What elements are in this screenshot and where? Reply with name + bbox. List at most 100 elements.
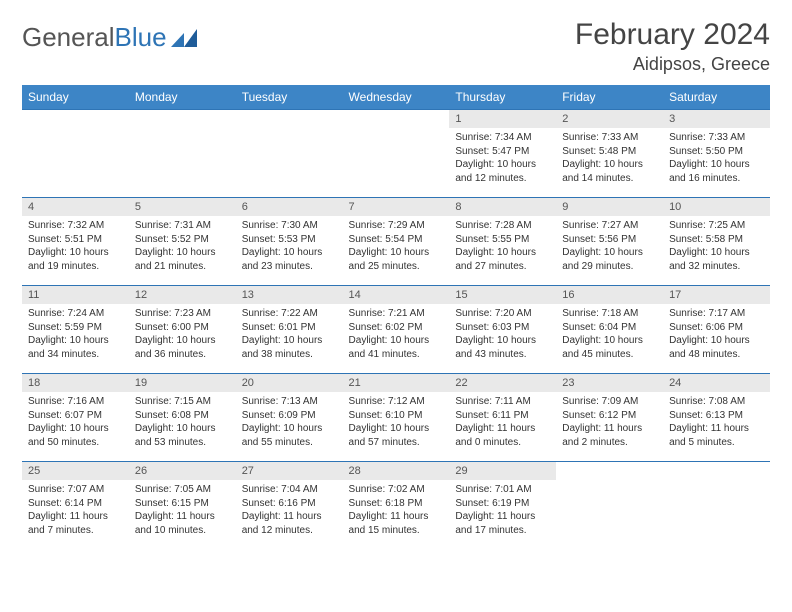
day-day1: Daylight: 10 hours [669, 246, 764, 260]
day-day1: Daylight: 10 hours [28, 246, 123, 260]
day-details: Sunrise: 7:27 AMSunset: 5:56 PMDaylight:… [556, 216, 663, 277]
day-details: Sunrise: 7:23 AMSunset: 6:00 PMDaylight:… [129, 304, 236, 365]
day-sunrise: Sunrise: 7:28 AM [455, 219, 550, 233]
day-details: Sunrise: 7:20 AMSunset: 6:03 PMDaylight:… [449, 304, 556, 365]
day-day2: and 23 minutes. [242, 260, 337, 274]
day-sunset: Sunset: 5:53 PM [242, 233, 337, 247]
logo-icon [171, 29, 197, 47]
day-details: Sunrise: 7:04 AMSunset: 6:16 PMDaylight:… [236, 480, 343, 541]
day-number: 28 [343, 462, 450, 480]
day-details: Sunrise: 7:02 AMSunset: 6:18 PMDaylight:… [343, 480, 450, 541]
day-details: Sunrise: 7:17 AMSunset: 6:06 PMDaylight:… [663, 304, 770, 365]
day-details: Sunrise: 7:16 AMSunset: 6:07 PMDaylight:… [22, 392, 129, 453]
day-day2: and 2 minutes. [562, 436, 657, 450]
day-sunset: Sunset: 6:02 PM [349, 321, 444, 335]
day-sunset: Sunset: 6:03 PM [455, 321, 550, 335]
calendar-day-cell: 14Sunrise: 7:21 AMSunset: 6:02 PMDayligh… [343, 286, 450, 374]
day-sunrise: Sunrise: 7:13 AM [242, 395, 337, 409]
calendar-day-cell: 20Sunrise: 7:13 AMSunset: 6:09 PMDayligh… [236, 374, 343, 462]
day-number: 18 [22, 374, 129, 392]
day-number: 24 [663, 374, 770, 392]
calendar-day-cell: 1Sunrise: 7:34 AMSunset: 5:47 PMDaylight… [449, 110, 556, 198]
day-number: 21 [343, 374, 450, 392]
day-sunrise: Sunrise: 7:09 AM [562, 395, 657, 409]
day-day2: and 32 minutes. [669, 260, 764, 274]
calendar-day-cell: 11Sunrise: 7:24 AMSunset: 5:59 PMDayligh… [22, 286, 129, 374]
day-day1: Daylight: 10 hours [349, 334, 444, 348]
day-sunrise: Sunrise: 7:25 AM [669, 219, 764, 233]
day-number: 27 [236, 462, 343, 480]
day-day2: and 34 minutes. [28, 348, 123, 362]
day-day2: and 0 minutes. [455, 436, 550, 450]
day-sunset: Sunset: 6:09 PM [242, 409, 337, 423]
day-sunrise: Sunrise: 7:11 AM [455, 395, 550, 409]
day-sunset: Sunset: 5:59 PM [28, 321, 123, 335]
day-details: Sunrise: 7:34 AMSunset: 5:47 PMDaylight:… [449, 128, 556, 189]
day-sunset: Sunset: 6:04 PM [562, 321, 657, 335]
calendar-day-cell: 18Sunrise: 7:16 AMSunset: 6:07 PMDayligh… [22, 374, 129, 462]
day-details: Sunrise: 7:05 AMSunset: 6:15 PMDaylight:… [129, 480, 236, 541]
weekday-header: Saturday [663, 85, 770, 110]
calendar-day-cell: 21Sunrise: 7:12 AMSunset: 6:10 PMDayligh… [343, 374, 450, 462]
day-sunset: Sunset: 5:47 PM [455, 145, 550, 159]
day-sunrise: Sunrise: 7:32 AM [28, 219, 123, 233]
day-sunrise: Sunrise: 7:18 AM [562, 307, 657, 321]
calendar-day-cell: 29Sunrise: 7:01 AMSunset: 6:19 PMDayligh… [449, 462, 556, 550]
day-day1: Daylight: 10 hours [562, 246, 657, 260]
page-subtitle: Aidipsos, Greece [575, 54, 770, 75]
day-number: 20 [236, 374, 343, 392]
day-number: 3 [663, 110, 770, 128]
calendar-day-cell: 2Sunrise: 7:33 AMSunset: 5:48 PMDaylight… [556, 110, 663, 198]
day-day1: Daylight: 11 hours [455, 422, 550, 436]
day-day1: Daylight: 11 hours [669, 422, 764, 436]
day-day2: and 43 minutes. [455, 348, 550, 362]
day-sunset: Sunset: 6:12 PM [562, 409, 657, 423]
day-sunset: Sunset: 6:11 PM [455, 409, 550, 423]
calendar-day-cell: 19Sunrise: 7:15 AMSunset: 6:08 PMDayligh… [129, 374, 236, 462]
day-sunrise: Sunrise: 7:20 AM [455, 307, 550, 321]
day-sunset: Sunset: 5:48 PM [562, 145, 657, 159]
day-number: 10 [663, 198, 770, 216]
calendar-week: 1Sunrise: 7:34 AMSunset: 5:47 PMDaylight… [22, 110, 770, 198]
day-sunrise: Sunrise: 7:31 AM [135, 219, 230, 233]
page-title: February 2024 [575, 18, 770, 52]
day-number: 4 [22, 198, 129, 216]
day-day2: and 19 minutes. [28, 260, 123, 274]
day-sunrise: Sunrise: 7:05 AM [135, 483, 230, 497]
weekday-header: Thursday [449, 85, 556, 110]
day-details: Sunrise: 7:18 AMSunset: 6:04 PMDaylight:… [556, 304, 663, 365]
calendar-day-cell: 3Sunrise: 7:33 AMSunset: 5:50 PMDaylight… [663, 110, 770, 198]
day-details: Sunrise: 7:07 AMSunset: 6:14 PMDaylight:… [22, 480, 129, 541]
day-number: 13 [236, 286, 343, 304]
day-day1: Daylight: 10 hours [135, 422, 230, 436]
day-day2: and 41 minutes. [349, 348, 444, 362]
day-day2: and 27 minutes. [455, 260, 550, 274]
calendar-day-cell: 5Sunrise: 7:31 AMSunset: 5:52 PMDaylight… [129, 198, 236, 286]
day-number: 8 [449, 198, 556, 216]
header: GeneralBlue February 2024 Aidipsos, Gree… [22, 18, 770, 75]
calendar-day-cell: 9Sunrise: 7:27 AMSunset: 5:56 PMDaylight… [556, 198, 663, 286]
day-number: 1 [449, 110, 556, 128]
day-sunrise: Sunrise: 7:07 AM [28, 483, 123, 497]
day-day1: Daylight: 11 hours [349, 510, 444, 524]
day-sunrise: Sunrise: 7:04 AM [242, 483, 337, 497]
day-day1: Daylight: 10 hours [349, 422, 444, 436]
calendar-day-cell: 15Sunrise: 7:20 AMSunset: 6:03 PMDayligh… [449, 286, 556, 374]
day-day2: and 7 minutes. [28, 524, 123, 538]
day-details: Sunrise: 7:25 AMSunset: 5:58 PMDaylight:… [663, 216, 770, 277]
day-sunrise: Sunrise: 7:16 AM [28, 395, 123, 409]
day-number: 16 [556, 286, 663, 304]
day-day2: and 53 minutes. [135, 436, 230, 450]
calendar-day-cell: 28Sunrise: 7:02 AMSunset: 6:18 PMDayligh… [343, 462, 450, 550]
calendar-day-cell: 7Sunrise: 7:29 AMSunset: 5:54 PMDaylight… [343, 198, 450, 286]
calendar-table: SundayMondayTuesdayWednesdayThursdayFrid… [22, 85, 770, 550]
day-day1: Daylight: 11 hours [562, 422, 657, 436]
day-day1: Daylight: 10 hours [349, 246, 444, 260]
day-number: 23 [556, 374, 663, 392]
day-day2: and 15 minutes. [349, 524, 444, 538]
day-details: Sunrise: 7:28 AMSunset: 5:55 PMDaylight:… [449, 216, 556, 277]
day-sunset: Sunset: 5:58 PM [669, 233, 764, 247]
day-sunrise: Sunrise: 7:01 AM [455, 483, 550, 497]
day-sunset: Sunset: 6:15 PM [135, 497, 230, 511]
day-number: 15 [449, 286, 556, 304]
